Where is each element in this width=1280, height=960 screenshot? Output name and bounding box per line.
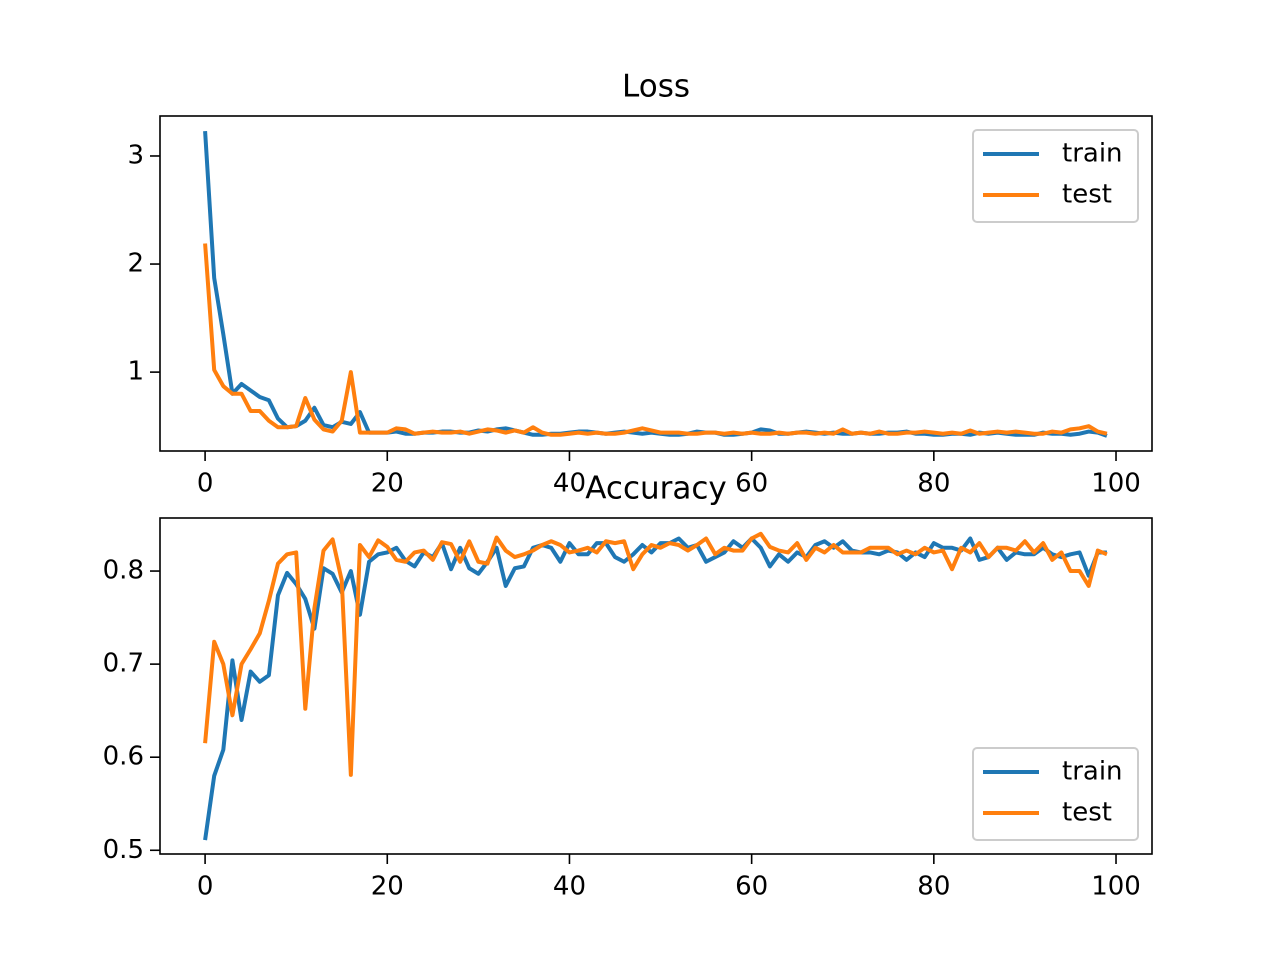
series-line (203, 131, 1108, 438)
x-tick-label: 80 (917, 872, 950, 902)
series-line (203, 531, 1108, 777)
y-tick-label: 2 (127, 249, 144, 279)
y-tick-label: 1 (127, 357, 144, 387)
x-tick-label: 20 (371, 872, 404, 902)
axes-frame (159, 517, 1153, 855)
legend-label: train (1062, 757, 1123, 787)
x-tick-label: 100 (1091, 872, 1141, 902)
legend-label: train (1062, 139, 1123, 169)
x-tick-label: 40 (553, 469, 586, 499)
legend-label: test (1062, 798, 1112, 828)
x-tick-label: 20 (371, 469, 404, 499)
x-tick-label: 0 (197, 469, 214, 499)
y-tick-label: 3 (127, 140, 144, 170)
x-tick-label: 40 (553, 872, 586, 902)
y-tick-label: 0.8 (103, 556, 144, 586)
legend-label: test (1062, 180, 1112, 210)
chart-title: Accuracy (585, 471, 727, 507)
y-tick-label: 0.5 (103, 835, 144, 865)
chart-title: Loss (622, 69, 690, 105)
series-line (203, 243, 1108, 437)
x-tick-label: 60 (735, 872, 768, 902)
x-tick-label: 0 (197, 872, 214, 902)
x-tick-label: 60 (735, 469, 768, 499)
y-tick-label: 0.7 (103, 649, 144, 679)
x-tick-label: 80 (917, 469, 950, 499)
axes-frame (159, 115, 1153, 452)
x-tick-label: 100 (1091, 469, 1141, 499)
y-tick-label: 0.6 (103, 742, 144, 772)
